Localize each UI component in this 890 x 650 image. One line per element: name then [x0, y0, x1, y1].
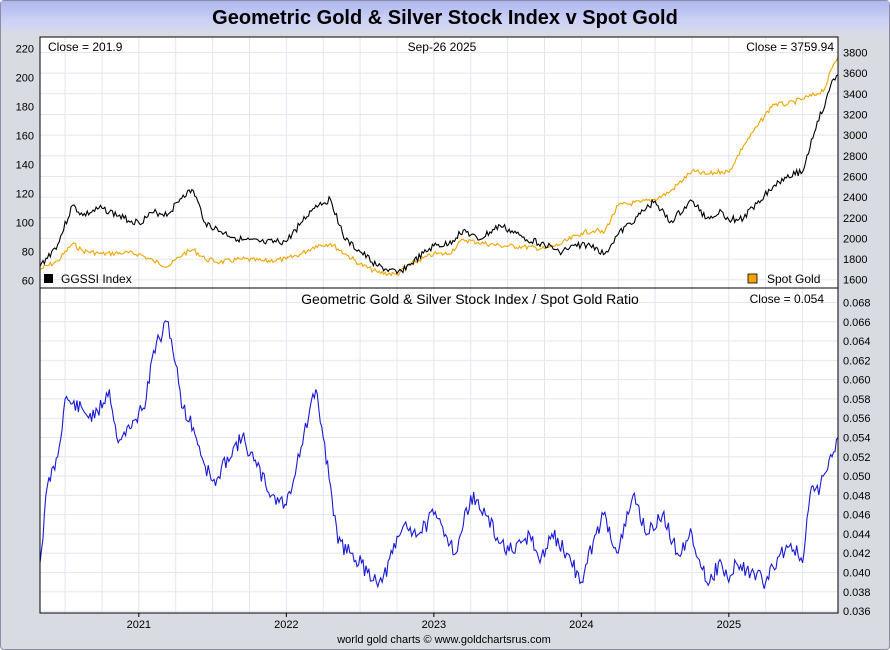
x-tick-label: 2021	[127, 619, 151, 631]
left-axis-tick-label: 200	[16, 73, 34, 85]
ratio-axis-tick-label: 0.044	[843, 529, 871, 541]
x-tick-label: 2024	[569, 619, 593, 631]
left-axis-tick-label: 220	[16, 44, 34, 56]
left-axis-tick-label: 120	[16, 189, 34, 201]
ratio-close-label: Close = 0.054	[750, 292, 825, 306]
ratio-axis-tick-label: 0.052	[843, 452, 871, 464]
gold-close-label: Close = 3759.94	[746, 40, 834, 54]
ratio-axis-tick-label: 0.038	[843, 587, 871, 599]
ratio-axis-tick-label: 0.054	[843, 432, 871, 444]
right-axis-tick-label: 3400	[843, 89, 867, 101]
footer-credit: world gold charts © www.goldchartsrus.co…	[337, 634, 551, 646]
ggssi-legend-label: GGSSI Index	[61, 272, 132, 286]
ratio-axis-tick-label: 0.042	[843, 548, 871, 560]
ratio-axis-tick-label: 0.036	[843, 606, 871, 618]
gold-legend-label: Spot Gold	[767, 272, 820, 286]
right-axis-tick-label: 2000	[843, 233, 867, 245]
left-axis-tick-label: 140	[16, 160, 34, 172]
left-axis-tick-label: 80	[22, 247, 34, 259]
ratio-axis-tick-label: 0.048	[843, 490, 871, 502]
ratio-axis-tick-label: 0.068	[843, 297, 871, 309]
right-axis-tick-label: 3000	[843, 130, 867, 142]
ratio-axis-tick-label: 0.060	[843, 375, 871, 387]
right-axis-tick-label: 3600	[843, 68, 867, 80]
ratio-title: Geometric Gold & Silver Stock Index / Sp…	[301, 291, 639, 307]
ratio-axis-tick-label: 0.050	[843, 471, 871, 483]
lower-plot-border	[39, 287, 839, 614]
ratio-axis-tick-label: 0.062	[843, 355, 871, 367]
chart-title: Geometric Gold & Silver Stock Index v Sp…	[1, 1, 889, 35]
right-axis-tick-label: 1800	[843, 254, 867, 266]
date-label: Sep-26 2025	[408, 40, 477, 54]
ggssi-close-label: Close = 201.9	[48, 40, 123, 54]
ratio-axis-tick-label: 0.064	[843, 336, 871, 348]
left-axis-tick-label: 180	[16, 102, 34, 114]
right-axis-tick-label: 1600	[843, 275, 867, 287]
right-axis-tick-label: 2600	[843, 171, 867, 183]
upper-plot-area	[40, 37, 838, 288]
ratio-axis-tick-label: 0.058	[843, 394, 871, 406]
right-axis-tick-label: 3200	[843, 109, 867, 121]
x-tick-label: 2023	[422, 619, 446, 631]
ratio-axis-tick-label: 0.040	[843, 567, 871, 579]
right-axis-tick-label: 2800	[843, 151, 867, 163]
ggssi-line	[39, 74, 839, 275]
x-tick-label: 2022	[274, 619, 298, 631]
spot-gold-line	[39, 56, 839, 277]
ratio-line	[39, 320, 839, 589]
right-axis-tick-label: 2200	[843, 213, 867, 225]
left-axis-tick-label: 160	[16, 131, 34, 143]
lower-plot-area	[40, 288, 838, 613]
left-axis-tick-label: 60	[22, 276, 34, 288]
right-axis-tick-label: 3800	[843, 47, 867, 59]
ggssi-legend-swatch	[44, 274, 53, 283]
left-axis-tick-label: 100	[16, 218, 34, 230]
ratio-axis-tick-label: 0.056	[843, 413, 871, 425]
gold-legend-swatch	[747, 273, 758, 284]
x-tick-label: 2025	[717, 619, 741, 631]
right-axis-tick-label: 2400	[843, 192, 867, 204]
ratio-axis-tick-label: 0.046	[843, 510, 871, 522]
ratio-axis-tick-label: 0.066	[843, 317, 871, 329]
